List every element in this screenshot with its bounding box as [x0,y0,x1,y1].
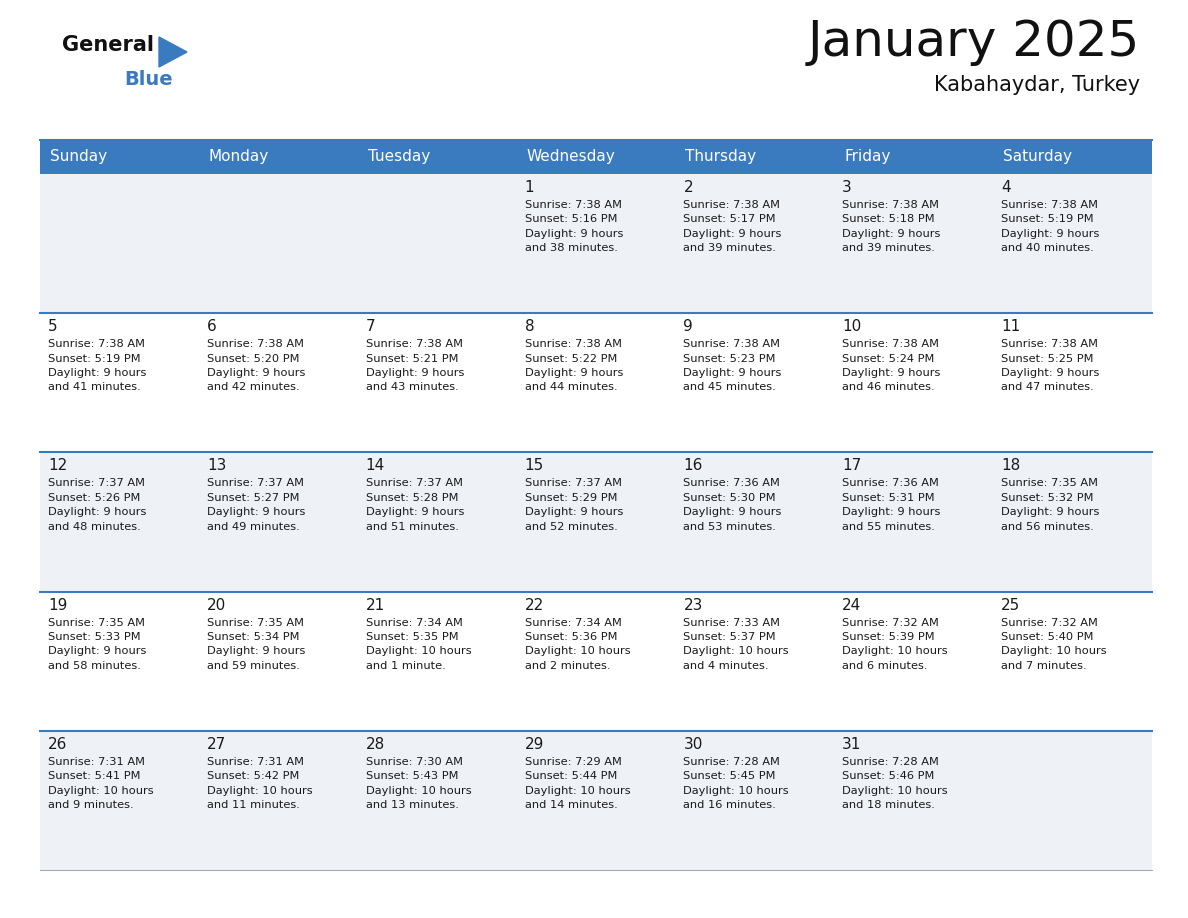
Text: Sunrise: 7:38 AM
Sunset: 5:18 PM
Daylight: 9 hours
and 39 minutes.: Sunrise: 7:38 AM Sunset: 5:18 PM Dayligh… [842,200,941,253]
Text: 27: 27 [207,737,226,752]
Text: 25: 25 [1001,598,1020,612]
Text: Sunday: Sunday [50,150,107,164]
Text: Blue: Blue [124,70,172,89]
Text: January 2025: January 2025 [808,18,1140,66]
Text: Sunrise: 7:38 AM
Sunset: 5:17 PM
Daylight: 9 hours
and 39 minutes.: Sunrise: 7:38 AM Sunset: 5:17 PM Dayligh… [683,200,782,253]
Text: Sunrise: 7:38 AM
Sunset: 5:24 PM
Daylight: 9 hours
and 46 minutes.: Sunrise: 7:38 AM Sunset: 5:24 PM Dayligh… [842,339,941,392]
Text: Sunrise: 7:37 AM
Sunset: 5:28 PM
Daylight: 9 hours
and 51 minutes.: Sunrise: 7:37 AM Sunset: 5:28 PM Dayligh… [366,478,465,532]
Text: Sunrise: 7:37 AM
Sunset: 5:29 PM
Daylight: 9 hours
and 52 minutes.: Sunrise: 7:37 AM Sunset: 5:29 PM Dayligh… [525,478,623,532]
Bar [993,140,1152,174]
Text: Tuesday: Tuesday [368,150,430,164]
Text: 31: 31 [842,737,861,752]
Text: Sunrise: 7:32 AM
Sunset: 5:39 PM
Daylight: 10 hours
and 6 minutes.: Sunrise: 7:32 AM Sunset: 5:39 PM Dayligh… [842,618,948,671]
Bar [40,453,1152,591]
Text: Sunrise: 7:38 AM
Sunset: 5:21 PM
Daylight: 9 hours
and 43 minutes.: Sunrise: 7:38 AM Sunset: 5:21 PM Dayligh… [366,339,465,392]
Text: Sunrise: 7:32 AM
Sunset: 5:40 PM
Daylight: 10 hours
and 7 minutes.: Sunrise: 7:32 AM Sunset: 5:40 PM Dayligh… [1001,618,1107,671]
Text: Sunrise: 7:33 AM
Sunset: 5:37 PM
Daylight: 10 hours
and 4 minutes.: Sunrise: 7:33 AM Sunset: 5:37 PM Dayligh… [683,618,789,671]
Text: 4: 4 [1001,180,1011,195]
Text: Sunrise: 7:34 AM
Sunset: 5:35 PM
Daylight: 10 hours
and 1 minute.: Sunrise: 7:34 AM Sunset: 5:35 PM Dayligh… [366,618,472,671]
Text: 8: 8 [525,319,535,334]
Text: Wednesday: Wednesday [526,150,615,164]
Text: Monday: Monday [209,150,270,164]
Text: 19: 19 [48,598,68,612]
Text: Sunrise: 7:31 AM
Sunset: 5:41 PM
Daylight: 10 hours
and 9 minutes.: Sunrise: 7:31 AM Sunset: 5:41 PM Dayligh… [48,756,153,810]
Text: 7: 7 [366,319,375,334]
Text: Sunrise: 7:37 AM
Sunset: 5:27 PM
Daylight: 9 hours
and 49 minutes.: Sunrise: 7:37 AM Sunset: 5:27 PM Dayligh… [207,478,305,532]
Bar [40,174,1152,313]
Polygon shape [159,37,187,67]
Text: Sunrise: 7:38 AM
Sunset: 5:25 PM
Daylight: 9 hours
and 47 minutes.: Sunrise: 7:38 AM Sunset: 5:25 PM Dayligh… [1001,339,1100,392]
Text: Friday: Friday [845,150,891,164]
Text: Thursday: Thursday [685,150,757,164]
Text: Sunrise: 7:37 AM
Sunset: 5:26 PM
Daylight: 9 hours
and 48 minutes.: Sunrise: 7:37 AM Sunset: 5:26 PM Dayligh… [48,478,146,532]
Text: 16: 16 [683,458,703,474]
Text: Kabahaydar, Turkey: Kabahaydar, Turkey [934,75,1140,95]
Text: 10: 10 [842,319,861,334]
Text: 22: 22 [525,598,544,612]
Text: Sunrise: 7:38 AM
Sunset: 5:20 PM
Daylight: 9 hours
and 42 minutes.: Sunrise: 7:38 AM Sunset: 5:20 PM Dayligh… [207,339,305,392]
Text: Sunrise: 7:38 AM
Sunset: 5:19 PM
Daylight: 9 hours
and 40 minutes.: Sunrise: 7:38 AM Sunset: 5:19 PM Dayligh… [1001,200,1100,253]
Bar [358,140,517,174]
Text: 28: 28 [366,737,385,752]
Text: Sunrise: 7:35 AM
Sunset: 5:33 PM
Daylight: 9 hours
and 58 minutes.: Sunrise: 7:35 AM Sunset: 5:33 PM Dayligh… [48,618,146,671]
Text: Saturday: Saturday [1003,150,1072,164]
Text: 20: 20 [207,598,226,612]
Bar [198,140,358,174]
Bar [834,140,993,174]
Text: 9: 9 [683,319,693,334]
Text: 30: 30 [683,737,703,752]
Text: Sunrise: 7:38 AM
Sunset: 5:22 PM
Daylight: 9 hours
and 44 minutes.: Sunrise: 7:38 AM Sunset: 5:22 PM Dayligh… [525,339,623,392]
Text: 14: 14 [366,458,385,474]
Text: 2: 2 [683,180,693,195]
Text: Sunrise: 7:38 AM
Sunset: 5:16 PM
Daylight: 9 hours
and 38 minutes.: Sunrise: 7:38 AM Sunset: 5:16 PM Dayligh… [525,200,623,253]
Text: 26: 26 [48,737,68,752]
Text: Sunrise: 7:34 AM
Sunset: 5:36 PM
Daylight: 10 hours
and 2 minutes.: Sunrise: 7:34 AM Sunset: 5:36 PM Dayligh… [525,618,630,671]
Text: 3: 3 [842,180,852,195]
Text: General: General [62,35,154,55]
Text: 6: 6 [207,319,216,334]
Text: 21: 21 [366,598,385,612]
Text: 18: 18 [1001,458,1020,474]
Bar [40,591,1152,731]
Bar [40,140,198,174]
Text: 5: 5 [48,319,58,334]
Text: 12: 12 [48,458,68,474]
Bar [40,313,1152,453]
Text: Sunrise: 7:38 AM
Sunset: 5:23 PM
Daylight: 9 hours
and 45 minutes.: Sunrise: 7:38 AM Sunset: 5:23 PM Dayligh… [683,339,782,392]
Text: 11: 11 [1001,319,1020,334]
Text: Sunrise: 7:36 AM
Sunset: 5:30 PM
Daylight: 9 hours
and 53 minutes.: Sunrise: 7:36 AM Sunset: 5:30 PM Dayligh… [683,478,782,532]
Text: 24: 24 [842,598,861,612]
Text: Sunrise: 7:31 AM
Sunset: 5:42 PM
Daylight: 10 hours
and 11 minutes.: Sunrise: 7:31 AM Sunset: 5:42 PM Dayligh… [207,756,312,810]
Text: 17: 17 [842,458,861,474]
Text: 15: 15 [525,458,544,474]
Text: Sunrise: 7:29 AM
Sunset: 5:44 PM
Daylight: 10 hours
and 14 minutes.: Sunrise: 7:29 AM Sunset: 5:44 PM Dayligh… [525,756,630,810]
Text: Sunrise: 7:36 AM
Sunset: 5:31 PM
Daylight: 9 hours
and 55 minutes.: Sunrise: 7:36 AM Sunset: 5:31 PM Dayligh… [842,478,941,532]
Text: 29: 29 [525,737,544,752]
Bar [40,731,1152,870]
Text: 23: 23 [683,598,703,612]
Bar [676,140,834,174]
Text: Sunrise: 7:30 AM
Sunset: 5:43 PM
Daylight: 10 hours
and 13 minutes.: Sunrise: 7:30 AM Sunset: 5:43 PM Dayligh… [366,756,472,810]
Text: Sunrise: 7:38 AM
Sunset: 5:19 PM
Daylight: 9 hours
and 41 minutes.: Sunrise: 7:38 AM Sunset: 5:19 PM Dayligh… [48,339,146,392]
Text: 1: 1 [525,180,535,195]
Text: 13: 13 [207,458,226,474]
Text: Sunrise: 7:28 AM
Sunset: 5:46 PM
Daylight: 10 hours
and 18 minutes.: Sunrise: 7:28 AM Sunset: 5:46 PM Dayligh… [842,756,948,810]
Text: Sunrise: 7:35 AM
Sunset: 5:34 PM
Daylight: 9 hours
and 59 minutes.: Sunrise: 7:35 AM Sunset: 5:34 PM Dayligh… [207,618,305,671]
Text: Sunrise: 7:35 AM
Sunset: 5:32 PM
Daylight: 9 hours
and 56 minutes.: Sunrise: 7:35 AM Sunset: 5:32 PM Dayligh… [1001,478,1100,532]
Text: Sunrise: 7:28 AM
Sunset: 5:45 PM
Daylight: 10 hours
and 16 minutes.: Sunrise: 7:28 AM Sunset: 5:45 PM Dayligh… [683,756,789,810]
Bar [517,140,676,174]
